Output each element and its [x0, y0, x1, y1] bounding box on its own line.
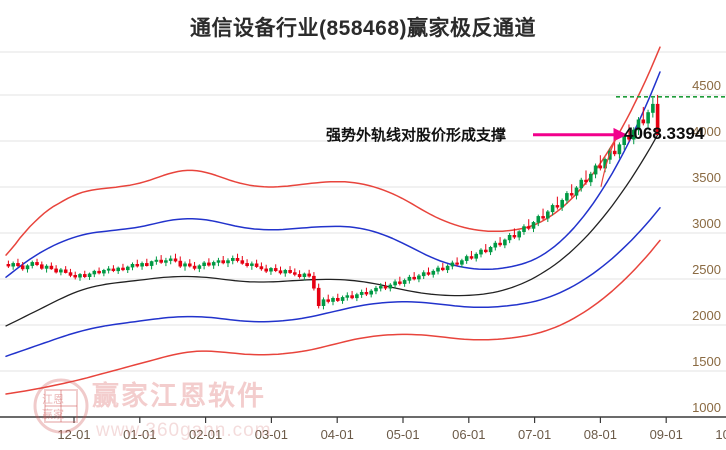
svg-text:08-01: 08-01 [584, 427, 617, 442]
svg-text:01-01: 01-01 [123, 427, 156, 442]
svg-text:02-01: 02-01 [189, 427, 222, 442]
svg-text:06-01: 06-01 [452, 427, 485, 442]
svg-text:03-01: 03-01 [255, 427, 288, 442]
annotation-arrow [533, 127, 628, 187]
last-price-label: 4068.3394 [624, 123, 705, 143]
svg-text:4000: 4000 [692, 124, 721, 139]
svg-text:09-01: 09-01 [650, 427, 683, 442]
svg-text:10-01: 10-01 [715, 427, 726, 442]
candlestick-series [6, 95, 660, 310]
gridlines [0, 51, 726, 418]
svg-text:05-01: 05-01 [386, 427, 419, 442]
y-axis-labels: 4500 4000 3500 3000 2500 2000 1500 1000 [692, 78, 721, 415]
chart-title: 通信设备行业(858468)赢家极反通道 [189, 17, 537, 40]
svg-text:4500: 4500 [692, 78, 721, 93]
svg-text:2000: 2000 [692, 308, 721, 323]
svg-text:04-01: 04-01 [321, 427, 354, 442]
svg-text:12-01: 12-01 [57, 427, 90, 442]
svg-text:07-01: 07-01 [518, 427, 551, 442]
svg-text:2500: 2500 [692, 262, 721, 277]
channel-bands [5, 46, 661, 395]
svg-text:1000: 1000 [692, 400, 721, 415]
x-axis: 12-01 01-01 02-01 03-01 04-01 05-01 06-01 07-01… [0, 416, 726, 442]
svg-text:3000: 3000 [692, 216, 721, 231]
svg-text:1500: 1500 [692, 354, 721, 369]
svg-text:3500: 3500 [692, 170, 721, 185]
annotation-label: 强势外轨线对股价形成支撑 [326, 126, 507, 144]
